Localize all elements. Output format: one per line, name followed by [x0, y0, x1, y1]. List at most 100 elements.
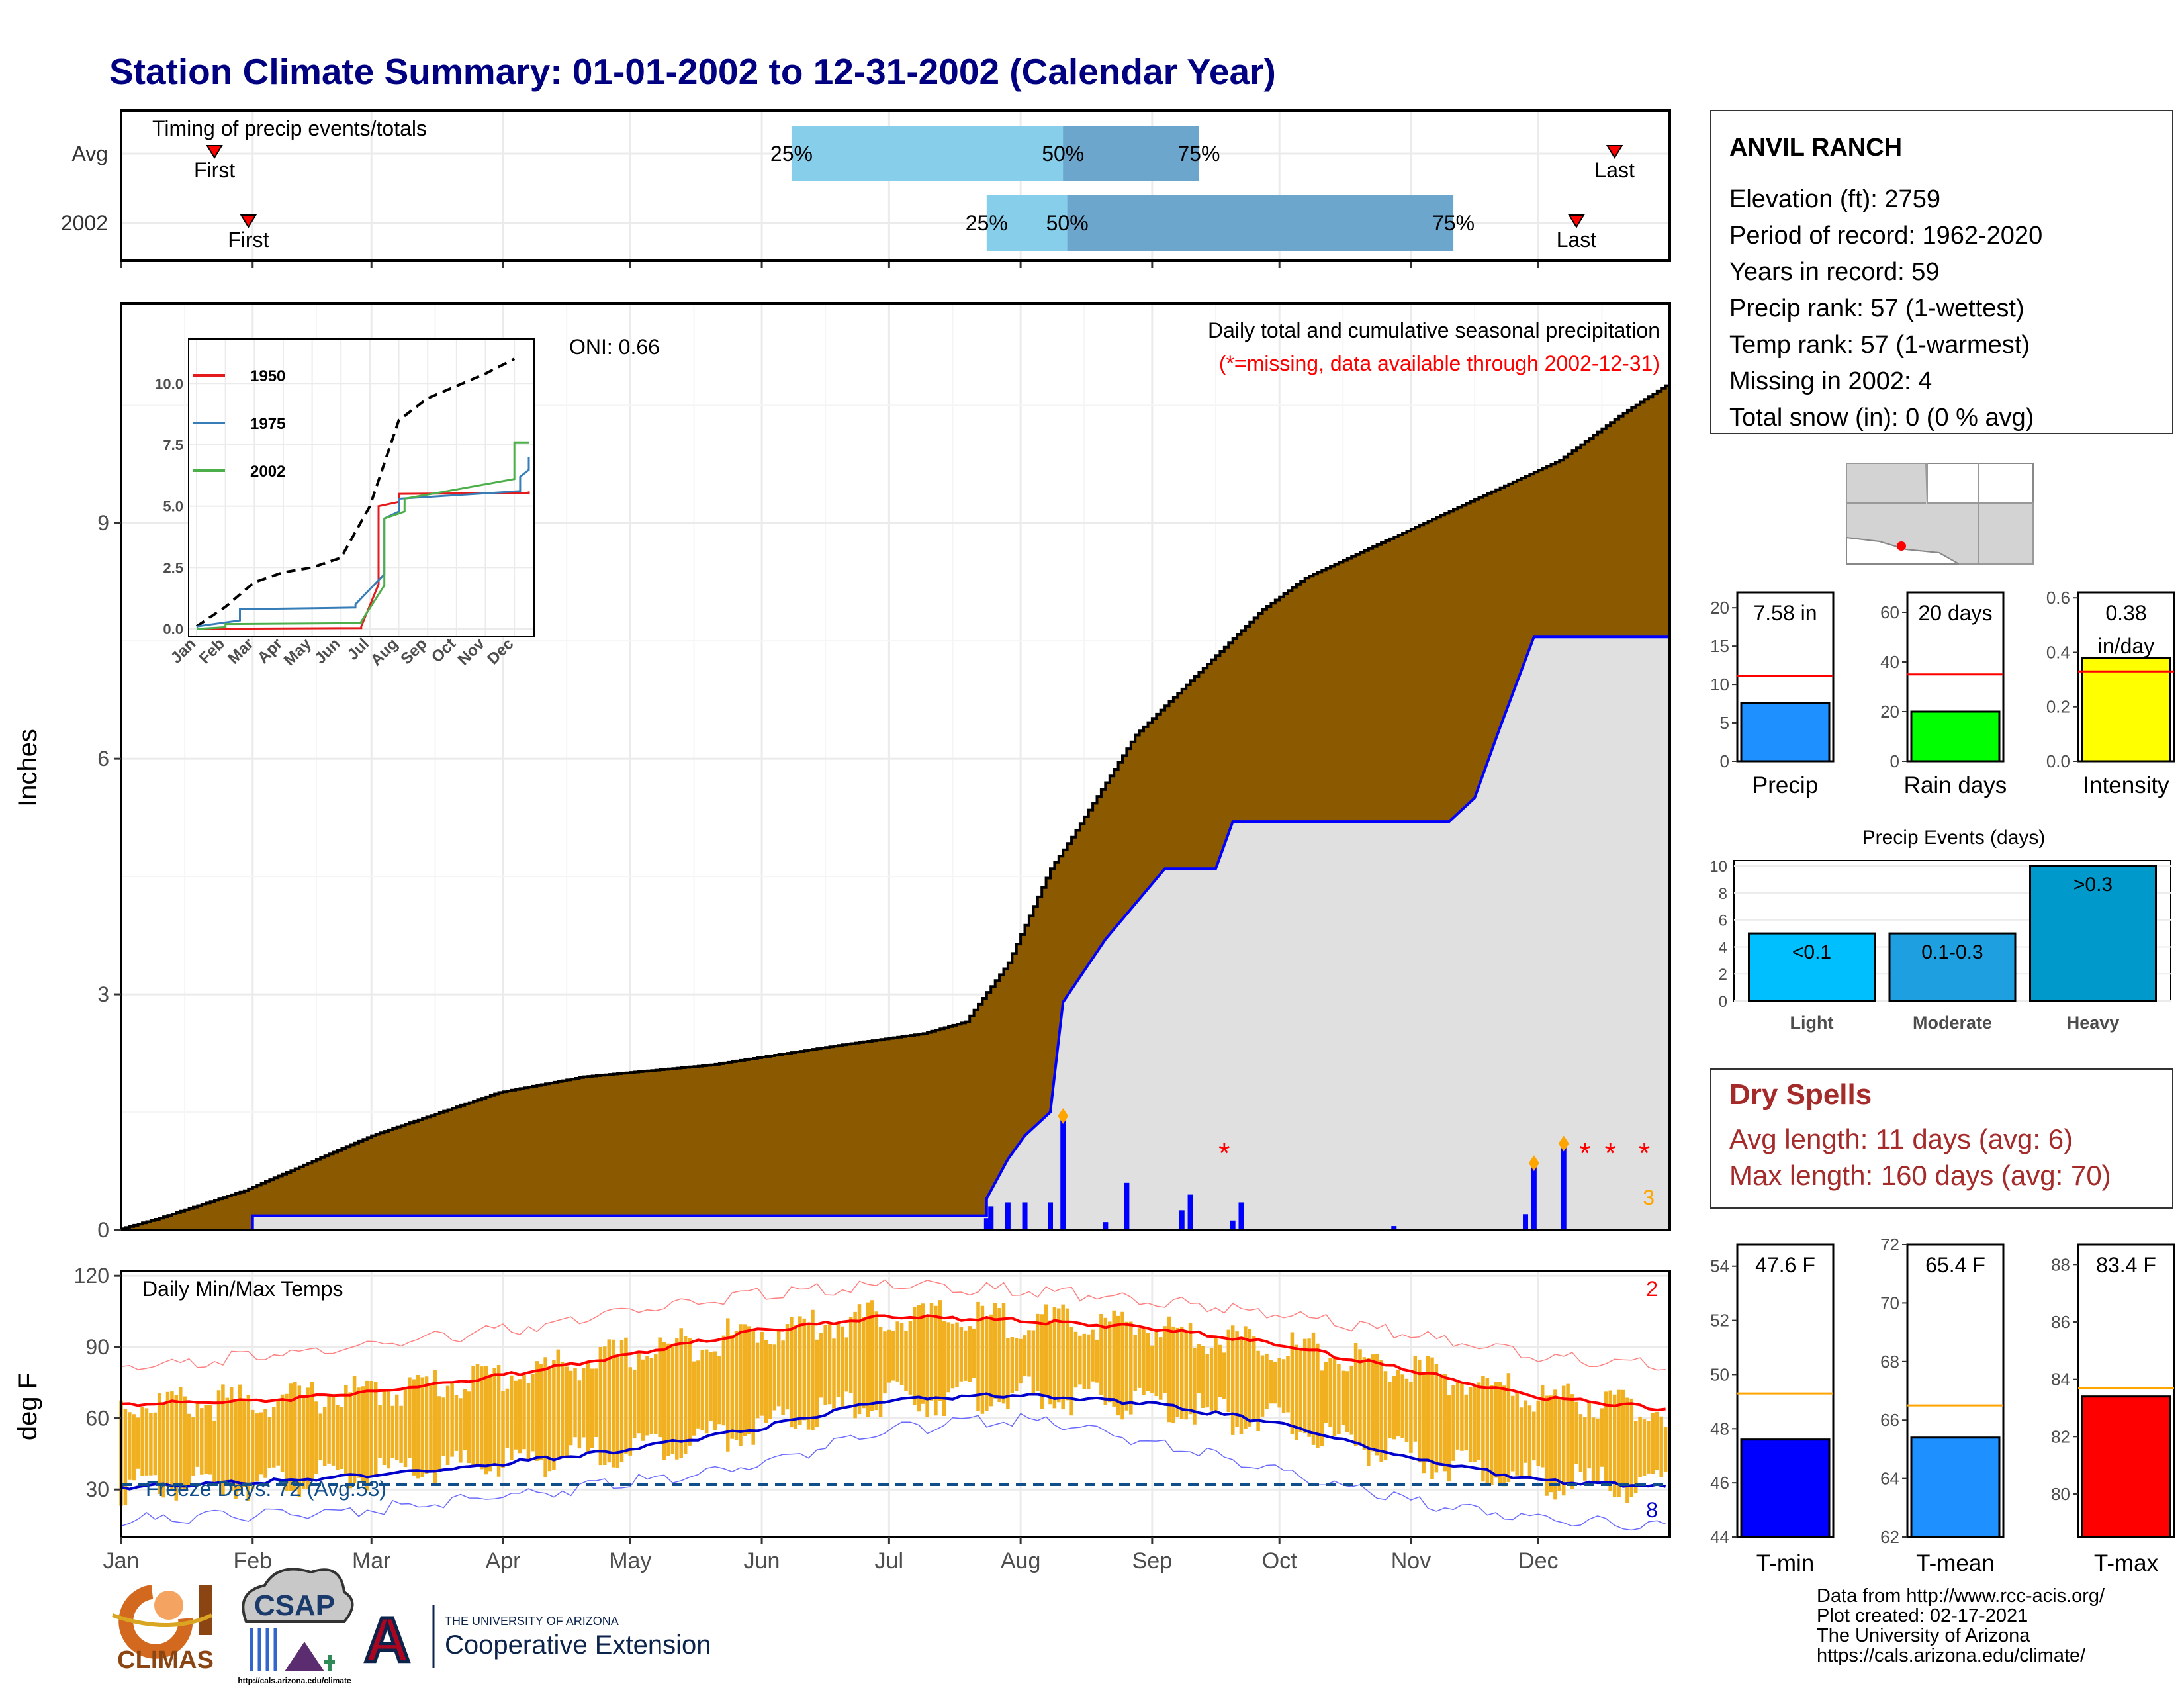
summary-bar	[1910, 1436, 2001, 1538]
footer-line: https://cals.arizona.edu/climate/	[1817, 1645, 2086, 1666]
summary-ytick-label: 84	[2051, 1370, 2070, 1389]
inset-ytick-label: 10.0	[155, 375, 183, 392]
precip-corner-count: 3	[1643, 1186, 1655, 1209]
summary-ytick-label: 66	[1880, 1410, 1899, 1430]
month-label: Jul	[875, 1548, 903, 1573]
precip-title: Daily total and cumulative seasonal prec…	[1208, 318, 1660, 342]
dry-spells-box: Dry Spells Avg length: 11 days (avg: 6) …	[1710, 1068, 2173, 1209]
csap-logo: CSAP http://cals.arizona.edu/climate	[238, 1568, 354, 1685]
precip-events-panel: Precip Events (days) 0 2 4 6 8 10 <0.1 Light 0.1…	[1709, 827, 2171, 1033]
events-ytick-label: 2	[1719, 966, 1727, 984]
event-bar-label: 0.1-0.3	[1921, 941, 1983, 963]
precip-panel: * * * * 0 3 6 9 Daily total and cumulative sea…	[13, 302, 1671, 1242]
summary-ytick-label: 40	[1880, 652, 1899, 672]
summary-ytick-label: 68	[1880, 1352, 1899, 1372]
precip-ytick-label: 0	[97, 1218, 109, 1242]
daily-precip-bar	[1060, 1115, 1066, 1230]
missing-marker: *	[1639, 1137, 1650, 1170]
daily-precip-bar	[1230, 1220, 1236, 1230]
summary-ytick-label: 0.4	[2046, 642, 2070, 662]
daily-precip-bar	[1103, 1222, 1109, 1230]
summary-value-label: 47.6 F	[1755, 1253, 1815, 1277]
summary-ytick-label: 52	[1710, 1311, 1729, 1331]
events-ytick-label: 8	[1719, 885, 1727, 903]
temp-ylabel: deg F	[13, 1373, 42, 1440]
station-marker	[1897, 541, 1906, 551]
missing-marker: *	[1605, 1137, 1616, 1170]
inset-legend-label: 1950	[250, 367, 285, 385]
station-line: Total snow (in): 0 (0 % avg)	[1729, 404, 2034, 432]
inset-ytick-label: 0.0	[163, 621, 183, 637]
timing-marker-label: First	[228, 228, 269, 252]
timing-marker-label: First	[194, 158, 235, 182]
record-max-line	[120, 1279, 1666, 1371]
summary-ytick-label: 72	[1880, 1235, 1899, 1254]
daily-precip-bar	[1124, 1182, 1130, 1230]
timing-pct-label: 75%	[1432, 211, 1475, 235]
daily-max-marker	[1528, 1155, 1539, 1172]
avg-max-line	[120, 1314, 1666, 1412]
summary-bar-panel: 44 46 48 50 52 54 47.6 F T-min	[1710, 1243, 1835, 1576]
csap-url: http://cals.arizona.edu/climate	[238, 1676, 351, 1685]
temp-ytick-label: 30	[85, 1477, 109, 1501]
summary-bar-panel: 0 5 10 15 20 7.58 in Precip	[1710, 591, 1835, 798]
daily-precip-bar	[1238, 1202, 1244, 1230]
summary-bar-panel: 0 20 40 60 20 days Rain days	[1880, 591, 2007, 798]
timing-marker	[206, 145, 223, 159]
precip-ytick-label: 6	[97, 747, 109, 771]
inset-ytick-label: 2.5	[163, 559, 183, 576]
daily-precip-bar	[1022, 1202, 1028, 1230]
daily-precip-bar	[1187, 1194, 1193, 1230]
footer-line: Plot created: 02-17-2021	[1817, 1605, 2028, 1626]
events-ytick-label: 0	[1719, 993, 1727, 1011]
station-name: ANVIL RANCH	[1729, 134, 1902, 162]
summary-ytick-label: 20	[1710, 598, 1729, 618]
month-label: May	[609, 1548, 651, 1573]
inset-ytick-label: 5.0	[163, 498, 183, 515]
temp-summary-panels: 44 46 48 50 52 54 47.6 F T-min 62 64 66 68 70 72 65.4 …	[1710, 1235, 2175, 1576]
summary-value-label: 0.38	[2105, 601, 2146, 625]
temp-top-count: 2	[1646, 1277, 1658, 1301]
daily-precip-bar	[1391, 1226, 1397, 1230]
summary-ytick-label: 70	[1880, 1293, 1899, 1313]
summary-bar-panel: 0.0 0.2 0.4 0.6 0.38 in/day Intensity	[2046, 588, 2175, 798]
timing-marker	[240, 214, 257, 228]
timing-upper-bar	[1063, 126, 1199, 181]
climas-logo: CLIMAS	[112, 1585, 214, 1674]
missing-marker: *	[1218, 1137, 1230, 1170]
summary-ytick-label: 54	[1710, 1256, 1729, 1276]
summary-axis-label: T-mean	[1916, 1550, 1995, 1576]
inset-legend-label: 1975	[250, 415, 285, 433]
summary-ytick-label: 0.2	[2046, 697, 2070, 717]
daily-precip-bar	[988, 1206, 994, 1230]
month-label: Dec	[1518, 1548, 1558, 1573]
timing-marker-label: Last	[1594, 158, 1635, 182]
timing-label: Timing of precip events/totals	[152, 117, 427, 140]
daily-precip-bar	[1005, 1202, 1011, 1230]
daily-precip-bar	[1048, 1202, 1053, 1230]
ua-logo: A THE UNIVERSITY OF ARIZONA Cooperative …	[363, 1603, 711, 1677]
timing-marker-label: Last	[1557, 228, 1597, 252]
summary-axis-label: Rain days	[1904, 773, 2007, 798]
summary-axis-label: Intensity	[2083, 773, 2169, 798]
summary-value-label: 7.58 in	[1753, 601, 1817, 625]
ua-line-1: THE UNIVERSITY OF ARIZONA	[445, 1615, 619, 1628]
dry-line-1: Avg length: 11 days (avg: 6)	[1729, 1123, 2073, 1154]
timing-pct-label: 25%	[966, 211, 1008, 235]
cumulative-2002-area	[121, 635, 1671, 1231]
summary-ytick-label: 82	[2051, 1427, 2070, 1446]
precip-ytick-label: 3	[97, 982, 109, 1006]
locator-map	[1846, 463, 2034, 565]
summary-ytick-label: 60	[1880, 602, 1899, 622]
summary-value-label-2: in/day	[2098, 634, 2154, 658]
summary-bar	[1740, 1438, 1831, 1538]
timing-pct-label: 50%	[1046, 211, 1089, 235]
summary-ytick-label: 0	[1890, 751, 1899, 771]
event-category-label: Heavy	[2067, 1013, 2120, 1033]
daily-max-marker	[1058, 1107, 1069, 1124]
timing-panel: 25% 50% 75% First Last 25% 50% 75% First Last Tim…	[61, 109, 1671, 268]
events-ytick-label: 4	[1719, 939, 1727, 957]
inset-ytick-label: 7.5	[163, 437, 183, 453]
station-line: Elevation (ft): 2759	[1729, 185, 1940, 213]
